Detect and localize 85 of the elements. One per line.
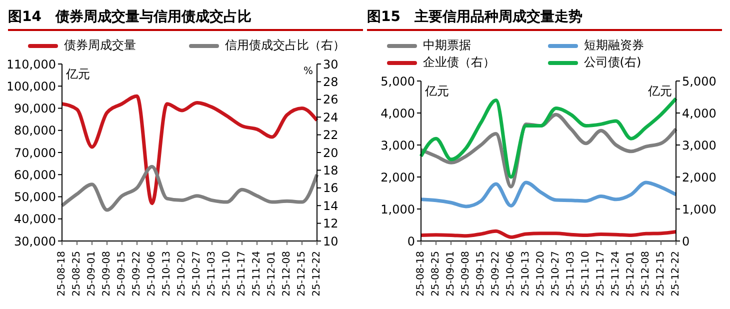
x-tick-label: 25-12-01 xyxy=(266,251,278,296)
y-tick-label: 3,000 xyxy=(380,138,415,152)
legend-label: 中期票据 xyxy=(423,37,471,54)
x-tick-label: 25-12-08 xyxy=(282,251,292,296)
annotation: 亿元 xyxy=(648,83,672,100)
y2-tick-label: 14 xyxy=(323,198,338,213)
x-tick-label: 25-11-24 xyxy=(252,251,262,296)
y2-tick-label: 18 xyxy=(323,163,338,178)
x-tick-label: 25-08-18 xyxy=(56,251,68,296)
y-tick-label: 1,000 xyxy=(380,202,415,216)
x-tick-label: 25-11-03 xyxy=(566,251,576,296)
chart-title: 图14 债券周成交量与信用债成交占比 xyxy=(8,8,363,31)
y2-tick-label: 20 xyxy=(323,146,338,160)
y2-tick-label: 12 xyxy=(323,216,338,231)
x-tick-label: 25-12-01 xyxy=(626,251,636,296)
y2-tick-label: 3,000 xyxy=(682,138,716,152)
x-tick-label: 25-09-15 xyxy=(476,251,486,296)
legend-label: 企业债（右） xyxy=(423,54,495,71)
x-tick-label: 25-10-13 xyxy=(520,251,532,296)
line-series xyxy=(419,96,678,179)
y-tick-label: 4,000 xyxy=(380,106,415,120)
x-tick-label: 25-10-20 xyxy=(176,251,188,296)
x-tick-label: 25-10-20 xyxy=(536,251,546,296)
y2-tick-label: 16 xyxy=(323,181,338,196)
y-tick-label: 5,000 xyxy=(380,74,415,88)
y2-tick-label: 4,000 xyxy=(682,106,716,120)
x-tick-label: 25-10-27 xyxy=(192,251,202,296)
x-tick-label: 25-09-01 xyxy=(446,251,456,296)
y-tick-label: 2,000 xyxy=(380,170,415,184)
chart-title: 图15 主要信用品种周成交量走势 xyxy=(367,8,722,31)
x-tick-label: 25-08-18 xyxy=(416,251,426,296)
y2-tick-label: 1,000 xyxy=(682,202,716,216)
y-tick-label: 40,000 xyxy=(14,212,56,226)
y-tick-label: 50,000 xyxy=(14,190,56,204)
y-tick-label: 60,000 xyxy=(14,168,56,182)
x-tick-label: 25-09-22 xyxy=(490,251,502,296)
x-tick-label: 25-11-10 xyxy=(222,251,232,296)
line-series xyxy=(419,180,678,208)
y2-tick-label: 28 xyxy=(323,74,338,89)
y-tick-label: 110,000 xyxy=(6,57,56,72)
legend-label: 公司债(右) xyxy=(584,54,642,71)
y2-tick-label: 10 xyxy=(323,234,338,248)
x-tick-label: 25-11-17 xyxy=(236,251,248,296)
x-tick-label: 25-12-22 xyxy=(670,251,682,296)
x-tick-label: 25-09-08 xyxy=(460,251,472,296)
x-tick-label: 25-09-22 xyxy=(132,251,142,296)
legend-label: 短期融资券 xyxy=(584,37,644,54)
x-tick-label: 25-10-06 xyxy=(506,251,516,296)
x-tick-label: 25-11-03 xyxy=(206,251,218,296)
x-tick-label: 25-11-24 xyxy=(610,251,622,296)
x-tick-label: 25-12-22 xyxy=(312,251,322,296)
x-tick-label: 25-12-15 xyxy=(296,251,308,296)
annotation: 亿元 xyxy=(66,66,90,83)
annotation: % xyxy=(303,66,313,77)
x-tick-label: 25-09-08 xyxy=(102,251,112,296)
y-tick-label: 80,000 xyxy=(14,124,56,138)
y2-tick-label: 26 xyxy=(323,92,338,107)
x-tick-label: 25-11-10 xyxy=(580,251,592,296)
y-tick-label: 90,000 xyxy=(14,102,56,116)
y2-tick-label: 22 xyxy=(323,128,338,142)
y2-tick-label: 24 xyxy=(323,110,338,124)
y-tick-label: 100,000 xyxy=(6,79,56,94)
x-tick-label: 25-10-06 xyxy=(146,251,158,296)
annotation: 亿元 xyxy=(425,83,449,100)
x-tick-label: 25-08-25 xyxy=(430,251,442,296)
x-tick-label: 25-10-27 xyxy=(550,251,562,296)
y2-tick-label: 5,000 xyxy=(682,74,716,88)
x-tick-label: 25-10-13 xyxy=(162,251,172,296)
x-tick-label: 25-12-08 xyxy=(640,251,652,296)
line-series xyxy=(60,94,319,206)
y2-tick-label: 30 xyxy=(323,57,338,72)
legend-label: 信用债成交占比（右） xyxy=(224,37,345,54)
x-tick-label: 25-11-17 xyxy=(596,251,606,296)
y-tick-label: 30,000 xyxy=(14,234,56,248)
y2-tick-label: 2,000 xyxy=(682,170,716,184)
y-tick-label: 0 xyxy=(407,234,415,248)
x-tick-label: 25-09-01 xyxy=(86,251,98,296)
line-series xyxy=(60,164,319,212)
legend-label: 债券周成交量 xyxy=(64,37,136,54)
x-tick-label: 25-09-15 xyxy=(116,251,128,296)
x-tick-label: 25-08-25 xyxy=(72,251,82,296)
y-tick-label: 70,000 xyxy=(14,146,56,160)
y2-tick-label: 0 xyxy=(682,234,690,248)
line-series xyxy=(419,229,678,239)
x-tick-label: 25-12-15 xyxy=(656,251,666,296)
